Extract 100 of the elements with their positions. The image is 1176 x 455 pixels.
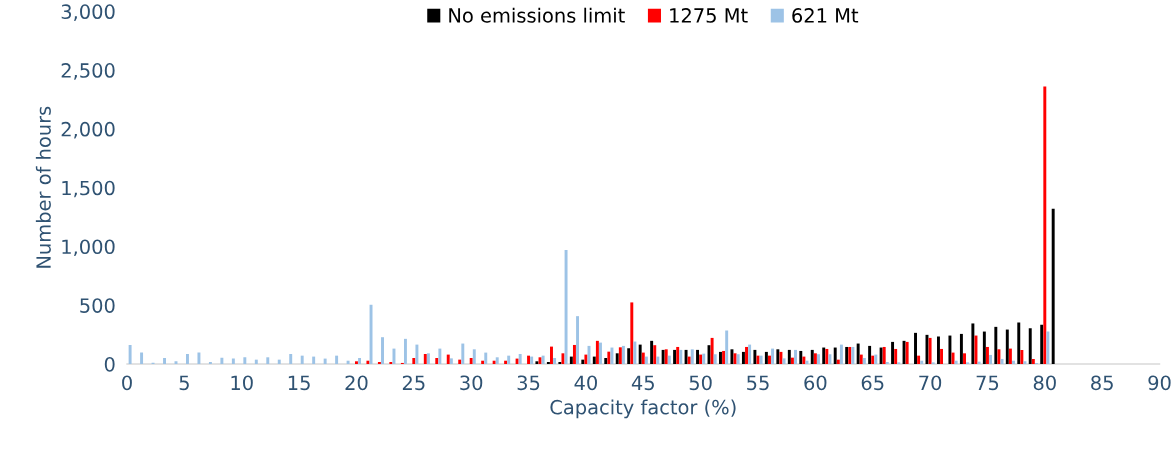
bar xyxy=(753,349,757,364)
bar xyxy=(836,359,840,364)
x-tick-label: 75 xyxy=(976,375,999,391)
bar xyxy=(690,349,694,364)
bar xyxy=(610,347,614,364)
bar xyxy=(569,356,573,364)
bar xyxy=(745,346,748,364)
bar xyxy=(802,356,806,364)
bar xyxy=(985,346,989,364)
bar xyxy=(449,358,453,364)
bar xyxy=(790,357,794,364)
bar xyxy=(917,355,921,364)
bar xyxy=(667,355,671,364)
bar xyxy=(518,354,522,364)
bar xyxy=(1046,331,1050,364)
bar xyxy=(894,348,898,364)
bar xyxy=(550,346,553,364)
y-tick-label: 2,000 xyxy=(61,121,115,139)
bar xyxy=(381,337,384,364)
bar xyxy=(312,356,316,364)
bar xyxy=(684,349,688,364)
bar xyxy=(461,343,465,364)
bar xyxy=(446,354,450,364)
bar xyxy=(725,330,729,364)
bar xyxy=(254,359,258,364)
bar xyxy=(1040,324,1044,364)
bar xyxy=(771,348,775,364)
bar xyxy=(535,361,539,364)
bar xyxy=(163,358,166,364)
x-tick-label: 5 xyxy=(179,375,189,391)
bar xyxy=(561,353,565,364)
bar xyxy=(358,358,362,364)
y-tick-label: 0 xyxy=(104,356,115,372)
bar xyxy=(403,338,407,364)
bar xyxy=(515,358,519,364)
bar xyxy=(369,304,373,364)
bar xyxy=(1012,360,1015,364)
bar xyxy=(220,357,224,364)
bar xyxy=(638,344,642,364)
bar xyxy=(719,351,722,364)
bar xyxy=(481,360,485,364)
bar xyxy=(994,326,998,364)
y-axis-title: Number of hours xyxy=(35,106,51,268)
bar xyxy=(472,349,476,364)
x-tick-label: 40 xyxy=(574,375,597,391)
bar xyxy=(997,349,1001,364)
bar xyxy=(584,354,588,364)
x-tick-label: 15 xyxy=(288,375,310,391)
bar xyxy=(128,344,132,364)
bar xyxy=(810,349,814,364)
bar xyxy=(469,358,473,364)
legend-label: No emissions limit xyxy=(449,7,625,23)
bar xyxy=(289,354,293,364)
x-tick-label: 55 xyxy=(747,375,769,391)
bar xyxy=(856,343,860,364)
bar xyxy=(951,352,955,364)
x-tick-label: 35 xyxy=(517,375,540,391)
bar xyxy=(730,349,734,364)
bar xyxy=(920,360,924,364)
bar xyxy=(604,358,608,364)
y-tick-label: 1,500 xyxy=(62,180,115,198)
y-tick-label: 1,000 xyxy=(62,239,115,257)
bar xyxy=(1017,322,1021,364)
x-tick-label: 10 xyxy=(231,375,253,391)
bar xyxy=(833,347,837,364)
bar xyxy=(971,323,975,364)
bar xyxy=(346,360,350,364)
bar xyxy=(722,350,726,364)
bar xyxy=(630,302,634,364)
bar xyxy=(553,358,557,364)
x-tick-label: 60 xyxy=(804,375,827,391)
bar xyxy=(989,354,993,364)
bar xyxy=(741,351,745,364)
bar xyxy=(1023,361,1027,364)
y-tick-label: 2,500 xyxy=(61,63,115,80)
bar xyxy=(653,345,657,364)
bar xyxy=(948,335,952,364)
bar xyxy=(1051,208,1055,364)
bar xyxy=(1028,328,1032,364)
x-tick-label: 50 xyxy=(689,375,712,391)
bar xyxy=(794,349,797,364)
bar xyxy=(764,351,768,364)
x-tick-label: 70 xyxy=(919,375,942,391)
bar xyxy=(576,316,580,364)
legend-label: 621 Mt xyxy=(792,8,859,23)
bar xyxy=(435,358,439,364)
bar xyxy=(799,350,803,364)
bar xyxy=(982,331,986,364)
bar xyxy=(963,353,966,364)
x-tick-label: 85 xyxy=(1091,375,1113,391)
x-tick-label: 45 xyxy=(631,375,654,391)
bar xyxy=(300,355,304,364)
bar xyxy=(415,344,419,364)
bar xyxy=(696,349,700,364)
bar xyxy=(277,359,281,364)
bar xyxy=(633,341,637,364)
bar xyxy=(914,332,917,364)
bar xyxy=(607,351,611,364)
bar xyxy=(710,337,714,364)
x-tick-label: 0 xyxy=(122,375,132,391)
